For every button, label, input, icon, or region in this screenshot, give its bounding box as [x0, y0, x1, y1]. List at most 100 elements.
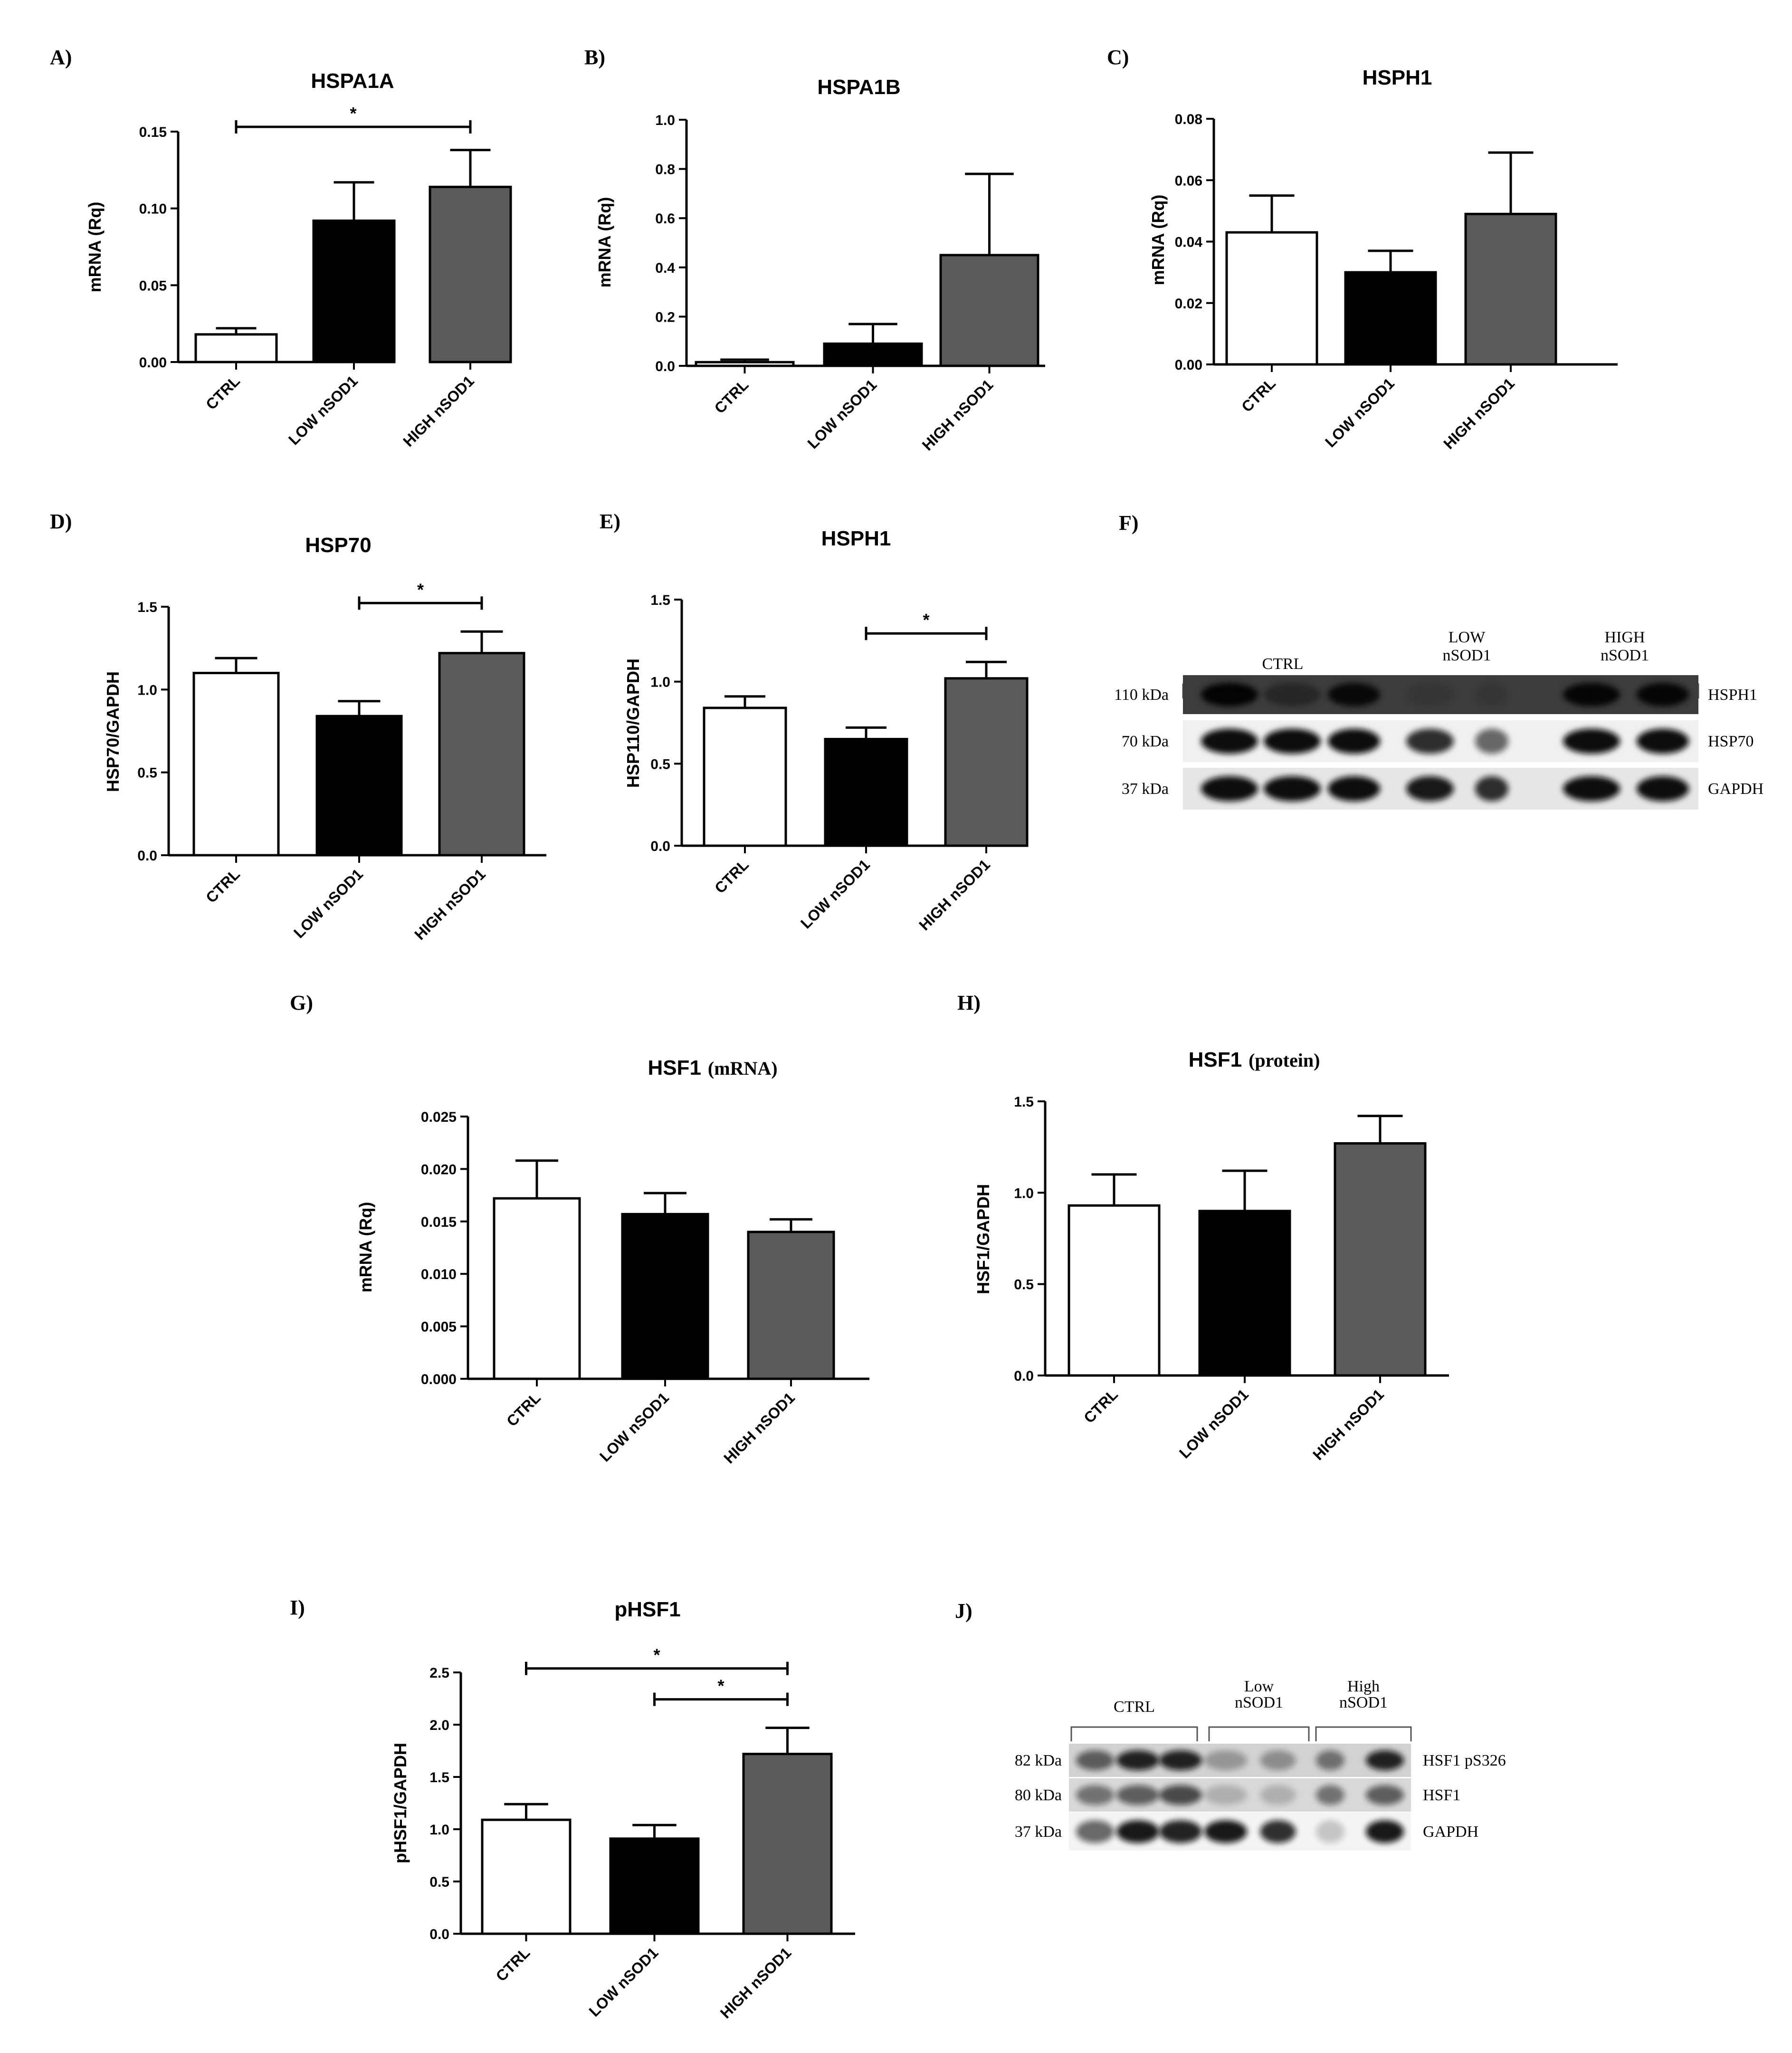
x-tick-label: CTRL — [1238, 374, 1279, 415]
x-tick-label: HIGH nSOD1 — [919, 376, 997, 454]
blot-band — [1316, 1750, 1344, 1770]
y-tick-label: 1.5 — [137, 600, 157, 615]
blot-band — [1201, 683, 1258, 707]
blot-band — [1406, 728, 1454, 754]
chart-title: HSP70 — [305, 534, 371, 557]
y-tick-label: 0.00 — [1175, 357, 1202, 373]
blot-band — [1563, 776, 1620, 802]
blot-panels: F) CTRL LOW nSOD1 HIGH nSOD1 110 kDa HSPH1 70 kD… — [955, 511, 1763, 1851]
y-tick-label: 1.5 — [1014, 1094, 1034, 1110]
chart-title: HSPH1 — [821, 527, 891, 550]
bar-low-nsod1 — [823, 342, 923, 367]
chart-panel-h: H) HSF1 (protein) HSF1/GAPDH 0.0 0.5 1.0 1.5 CTR… — [957, 991, 1449, 1463]
bar-ctrl — [1225, 231, 1318, 366]
x-tick-label: CTRL — [202, 865, 243, 906]
blot-band — [1366, 1750, 1404, 1770]
y-tick-label: 0.15 — [139, 124, 167, 140]
chart-panel-g: G) HSF1 (mRNA) mRNA (Rq) 0.000 0.005 0.010 0.01… — [290, 991, 869, 1467]
bar-low-nsod1 — [609, 1837, 700, 1935]
bar-high-nsod1 — [742, 1753, 833, 1935]
x-tick-label: CTRL — [711, 856, 752, 897]
y-axis-label: HSF1/GAPDH — [973, 1184, 993, 1294]
blot-band — [1204, 1750, 1247, 1770]
blot-band — [1475, 728, 1508, 754]
blot-group-bracket — [1208, 1726, 1310, 1741]
panel-letter: B) — [584, 46, 605, 69]
panel-letter: I) — [290, 1596, 305, 1619]
panel-letter: A) — [50, 46, 72, 69]
bar-ctrl — [695, 361, 795, 367]
bar-high-nsod1 — [1334, 1142, 1427, 1377]
chart-panels: A) HSPA1A mRNA (Rq) 0.00 0.05 0.10 0.15 CTRL LOW… — [50, 46, 1618, 2022]
blot-group-label: HIGH nSOD1 — [1601, 629, 1649, 664]
x-tick-label: HIGH nSOD1 — [915, 856, 993, 934]
x-tick-label: LOW nSOD1 — [797, 856, 873, 932]
bar-high-nsod1 — [438, 652, 525, 857]
blot-kda-label: 82 kDa — [1015, 1752, 1062, 1769]
y-axis-label: HSP110/GAPDH — [623, 659, 643, 788]
blot-kda-label: 37 kDa — [1015, 1823, 1062, 1841]
blot-protein-label: HSF1 — [1423, 1786, 1460, 1804]
blot-band — [1264, 776, 1321, 802]
y-tick-label: 0.025 — [421, 1109, 457, 1125]
y-axis-label: pHSF1/GAPDH — [391, 1743, 410, 1863]
blot-protein-label: GAPDH — [1423, 1823, 1478, 1841]
x-tick-label: CTRL — [711, 376, 752, 417]
x-tick-label: HIGH nSOD1 — [1309, 1385, 1387, 1463]
blot-band — [1637, 683, 1689, 707]
significance-star: * — [923, 610, 929, 630]
y-tick-label: 0.08 — [1175, 112, 1202, 127]
y-axis-label: mRNA (Rq) — [356, 1202, 375, 1293]
blot-group-bracket — [1070, 1726, 1198, 1741]
blot-group-bracket — [1315, 1726, 1412, 1741]
blot-group-label: CTRL — [1262, 655, 1304, 673]
bar-ctrl — [703, 707, 787, 847]
blot-band — [1328, 728, 1380, 754]
blot-band — [1328, 776, 1380, 802]
y-tick-label: 0.05 — [139, 278, 167, 294]
blot-protein-label: GAPDH — [1708, 780, 1763, 798]
y-tick-label: 0.5 — [429, 1874, 449, 1890]
x-tick-label: HIGH nSOD1 — [411, 865, 489, 943]
x-tick-label: HIGH nSOD1 — [1440, 374, 1518, 452]
y-tick-label: 0.000 — [421, 1372, 457, 1387]
bar-high-nsod1 — [747, 1231, 835, 1380]
blot-band — [1076, 1750, 1114, 1770]
bar-low-nsod1 — [1198, 1210, 1291, 1377]
blot-band — [1475, 683, 1508, 707]
y-tick-label: 1.0 — [1014, 1185, 1034, 1201]
significance-star: * — [717, 1676, 724, 1696]
blot-band — [1260, 1785, 1296, 1805]
y-tick-label: 0.015 — [421, 1214, 457, 1230]
panel-letter: G) — [290, 991, 313, 1014]
blot-group-label: CTRL — [1114, 1698, 1155, 1716]
y-tick-label: 0.0 — [137, 848, 157, 864]
significance-star: * — [350, 104, 356, 123]
blot-panel-j: J) CTRL Low nSOD1 High nSOD1 82 kDa HSF1 pS326 8… — [955, 1599, 1506, 1851]
bar-ctrl — [192, 671, 280, 857]
y-tick-label: 1.0 — [137, 682, 157, 698]
bar-ctrl — [481, 1818, 572, 1935]
y-tick-label: 0.8 — [655, 162, 675, 178]
bar-high-nsod1 — [1464, 212, 1557, 366]
chart-panel-i: I) pHSF1 pHSF1/GAPDH 0.0 0.5 1.0 1.5 2.0 2.5 CTRL… — [290, 1596, 855, 2022]
blot-panel-f: F) CTRL LOW nSOD1 HIGH nSOD1 110 kDa HSPH1 70 kD… — [1114, 511, 1763, 810]
x-tick-label: LOW nSOD1 — [1176, 1385, 1252, 1461]
blot-band — [1328, 683, 1380, 707]
bar-high-nsod1 — [944, 677, 1029, 847]
blot-band — [1159, 1785, 1202, 1805]
blot-band — [1116, 1820, 1159, 1843]
y-axis-label: HSP70/GAPDH — [103, 671, 123, 792]
bar-low-nsod1 — [824, 738, 908, 847]
x-tick-label: LOW nSOD1 — [285, 372, 361, 448]
y-tick-label: 1.0 — [429, 1822, 449, 1838]
y-tick-label: 0.0 — [650, 839, 670, 854]
bar-high-nsod1 — [429, 185, 512, 363]
bar-low-nsod1 — [312, 220, 396, 363]
blot-band — [1076, 1785, 1114, 1805]
blot-band — [1116, 1750, 1159, 1770]
significance-star: * — [417, 580, 424, 599]
bar-low-nsod1 — [1344, 271, 1437, 366]
chart-title: pHSF1 — [614, 1598, 680, 1621]
y-tick-label: 0.5 — [1014, 1277, 1034, 1293]
